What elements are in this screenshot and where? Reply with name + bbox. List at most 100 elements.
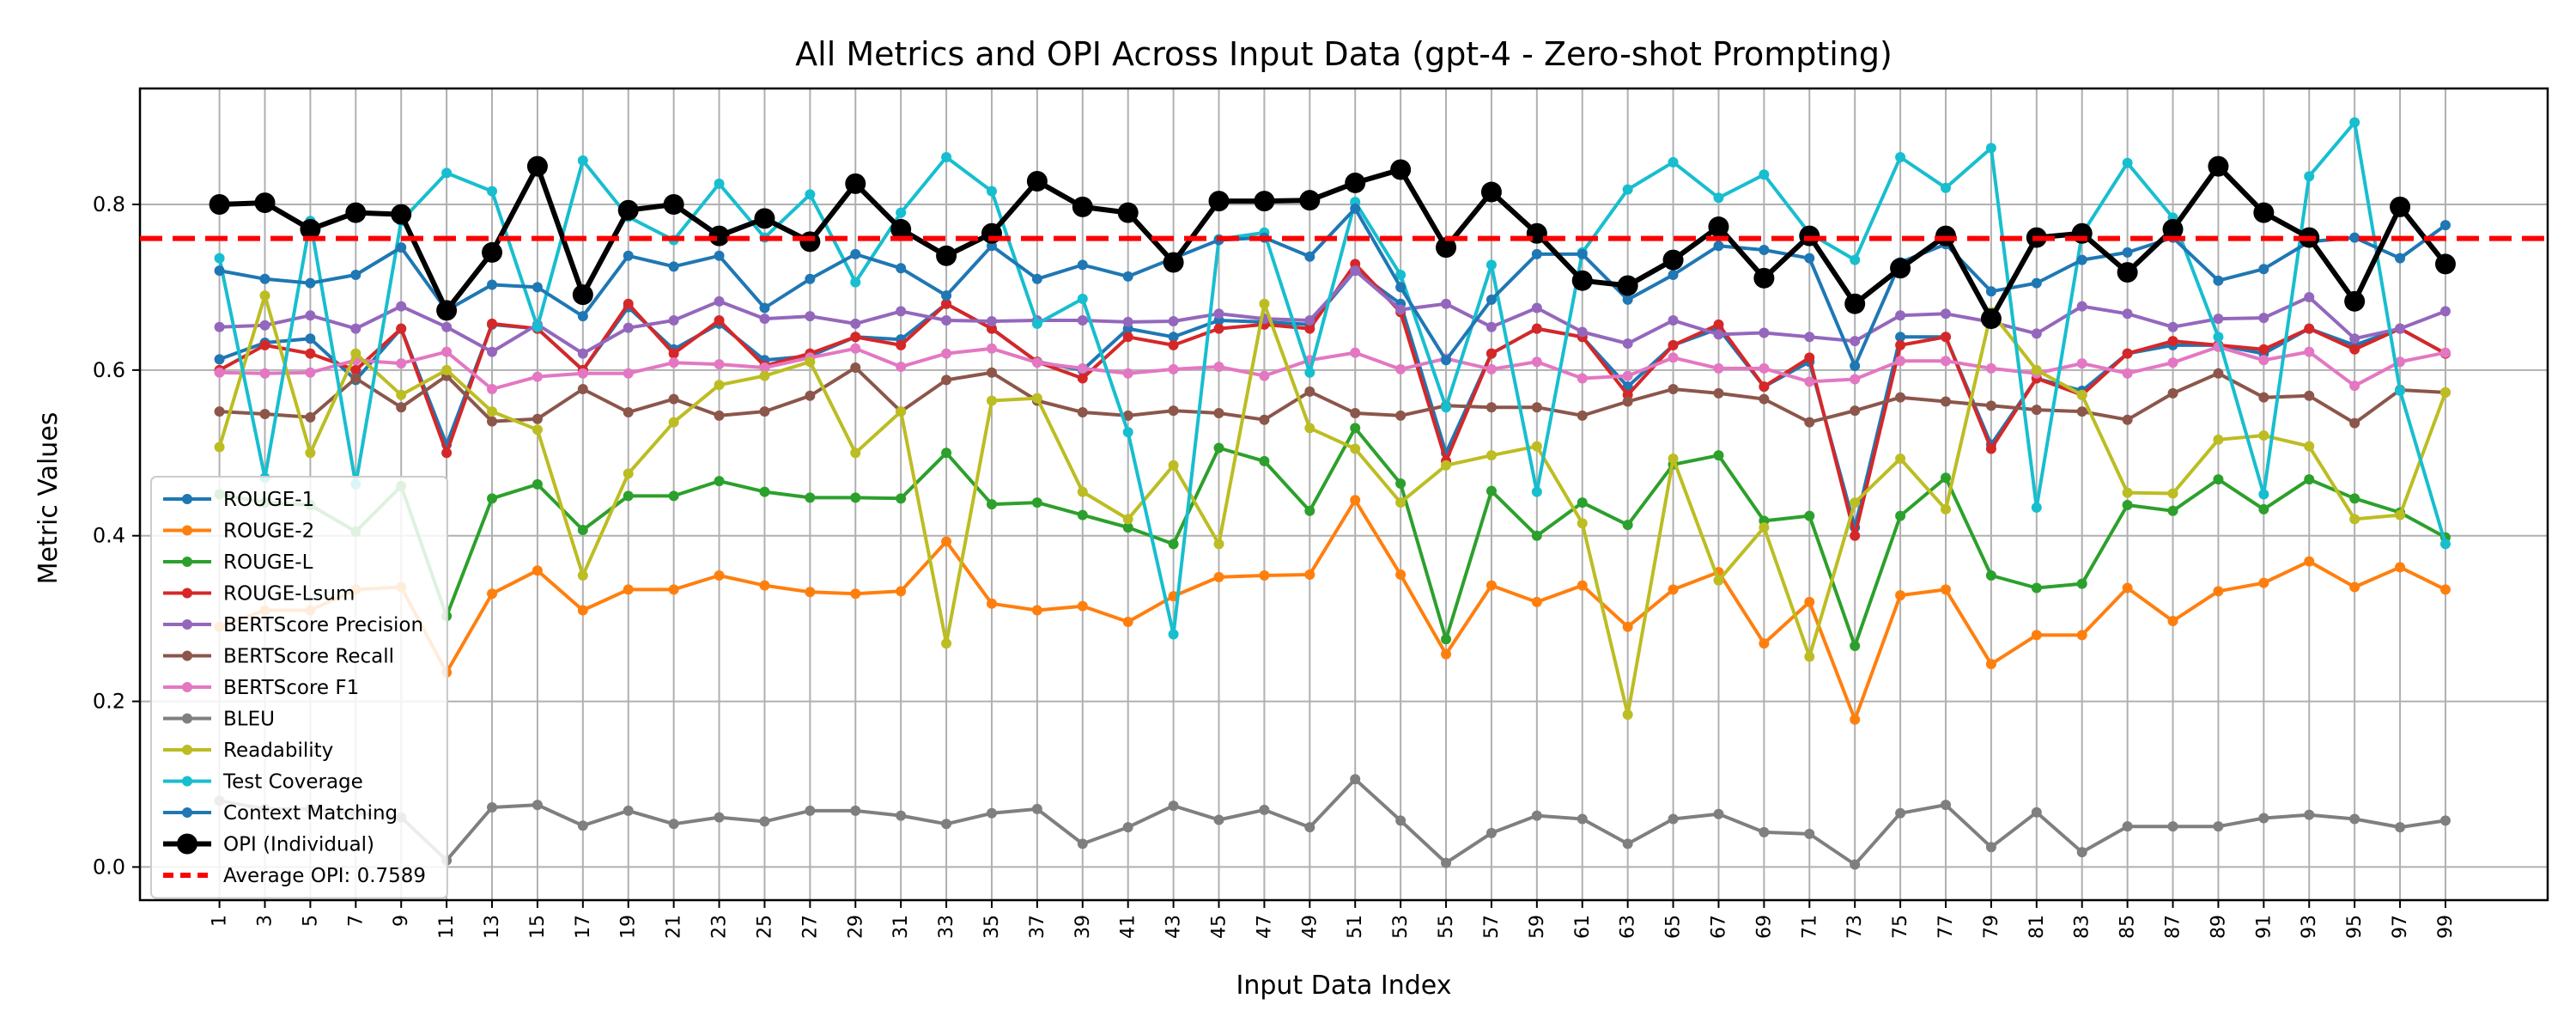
data-point-bleu bbox=[1213, 814, 1224, 825]
data-point-rouge-lsum bbox=[1668, 339, 1679, 350]
data-point-bertscore-precision bbox=[2031, 328, 2042, 339]
data-point-rouge-l bbox=[532, 478, 543, 490]
series-line-rouge-l bbox=[219, 426, 2446, 648]
data-point-readability bbox=[214, 441, 225, 453]
data-point-readability bbox=[259, 290, 270, 301]
data-point-rouge-l bbox=[487, 493, 498, 504]
data-point-readability bbox=[941, 638, 952, 649]
data-point-rouge-2 bbox=[1304, 569, 1315, 581]
data-point-context-matching bbox=[1713, 240, 1724, 252]
data-point-readability bbox=[805, 356, 816, 368]
data-point-bertscore-precision bbox=[1168, 315, 1179, 326]
x-tick-label: 69 bbox=[1753, 915, 1775, 939]
data-point-readability bbox=[1713, 575, 1724, 586]
data-point-bertscore-recall bbox=[259, 408, 270, 419]
data-point-rouge-2 bbox=[714, 570, 725, 581]
data-point-opi-individual bbox=[482, 241, 503, 263]
data-point-test-coverage bbox=[441, 167, 453, 179]
data-point-bleu bbox=[1031, 803, 1042, 814]
data-point-bertscore-f1 bbox=[2439, 347, 2451, 358]
data-point-bleu bbox=[2122, 821, 2133, 832]
data-point-readability bbox=[2258, 430, 2269, 441]
data-point-readability bbox=[986, 395, 997, 406]
data-point-bleu bbox=[1259, 804, 1270, 815]
data-point-context-matching bbox=[941, 290, 952, 301]
legend-item: BERTScore F1 bbox=[163, 677, 359, 699]
data-point-bleu bbox=[1304, 822, 1315, 833]
data-point-test-coverage bbox=[2439, 539, 2451, 550]
data-point-rouge-l bbox=[577, 524, 588, 535]
data-point-rouge-2 bbox=[1122, 617, 1133, 627]
data-point-bertscore-recall bbox=[805, 390, 816, 401]
data-point-bleu bbox=[1441, 857, 1452, 868]
x-tick-label: 55 bbox=[1436, 915, 1457, 939]
data-point-rouge-l bbox=[1259, 455, 1270, 466]
series-line-bleu bbox=[219, 777, 2446, 867]
data-point-rouge-l bbox=[2031, 582, 2042, 594]
data-point-test-coverage bbox=[1168, 629, 1179, 640]
data-point-test-coverage bbox=[1850, 254, 1861, 265]
data-point-context-matching bbox=[2349, 232, 2360, 243]
legend-marker bbox=[182, 682, 192, 692]
data-point-opi-individual bbox=[391, 204, 412, 225]
data-point-opi-individual bbox=[2390, 196, 2411, 217]
data-point-test-coverage bbox=[1441, 402, 1452, 413]
data-point-rouge-lsum bbox=[1213, 323, 1224, 334]
series-line-bertscore-f1 bbox=[219, 344, 2446, 391]
data-point-test-coverage bbox=[2304, 171, 2315, 182]
data-point-context-matching bbox=[1304, 251, 1315, 262]
data-point-rouge-lsum bbox=[1168, 339, 1179, 350]
data-point-test-coverage bbox=[1895, 152, 1906, 163]
data-point-rouge-2 bbox=[2349, 581, 2360, 593]
data-point-context-matching bbox=[805, 273, 816, 284]
data-point-readability bbox=[1122, 514, 1133, 525]
data-point-bertscore-precision bbox=[396, 301, 407, 312]
x-tick-label: 35 bbox=[981, 915, 1003, 939]
data-point-bleu bbox=[896, 810, 907, 821]
data-point-opi-individual bbox=[1208, 191, 1230, 212]
data-point-bertscore-recall bbox=[305, 411, 316, 423]
axes: 1 3 5 7 9 11 13 15 17 19 21 23 25 27 29 31 33 35 37 39 41 43 4… bbox=[93, 87, 2549, 939]
data-point-rouge-l bbox=[2167, 505, 2178, 516]
legend-marker bbox=[177, 833, 197, 855]
data-point-bleu bbox=[2395, 822, 2406, 833]
data-point-context-matching bbox=[214, 265, 225, 277]
data-point-bertscore-precision bbox=[759, 314, 770, 325]
x-tick-label: 51 bbox=[1345, 915, 1366, 939]
data-point-rouge-lsum bbox=[1985, 443, 1996, 454]
data-point-bertscore-precision bbox=[2076, 301, 2087, 312]
data-point-test-coverage bbox=[1304, 367, 1315, 378]
data-point-bertscore-recall bbox=[1168, 405, 1179, 417]
data-point-readability bbox=[1577, 518, 1588, 529]
data-point-readability bbox=[2349, 514, 2360, 525]
data-point-rouge-2 bbox=[1485, 580, 1497, 591]
data-point-rouge-lsum bbox=[350, 364, 361, 375]
data-point-bertscore-f1 bbox=[2258, 355, 2269, 366]
data-point-bertscore-recall bbox=[2122, 414, 2133, 425]
data-point-rouge-l bbox=[1395, 478, 1406, 489]
data-point-rouge-lsum bbox=[1485, 348, 1497, 359]
data-point-bertscore-precision bbox=[1804, 332, 1815, 343]
data-point-bertscore-precision bbox=[1485, 321, 1497, 332]
data-point-opi-individual bbox=[436, 300, 458, 321]
data-point-bertscore-f1 bbox=[2395, 356, 2406, 368]
data-point-bleu bbox=[1395, 815, 1406, 826]
data-point-bleu bbox=[2258, 813, 2269, 824]
data-point-bertscore-f1 bbox=[1895, 356, 1906, 367]
data-point-context-matching bbox=[1441, 355, 1452, 366]
data-point-bertscore-recall bbox=[214, 406, 225, 417]
data-point-rouge-2 bbox=[2076, 630, 2087, 641]
data-point-bleu bbox=[1122, 822, 1133, 833]
data-point-readability bbox=[1168, 460, 1179, 471]
data-point-test-coverage bbox=[2258, 489, 2269, 500]
data-point-bertscore-f1 bbox=[1531, 356, 1542, 368]
data-point-bertscore-recall bbox=[759, 406, 770, 417]
data-point-readability bbox=[1077, 486, 1088, 497]
data-point-context-matching bbox=[2031, 277, 2042, 289]
data-point-bertscore-precision bbox=[1122, 316, 1133, 327]
data-point-bertscore-f1 bbox=[2304, 346, 2315, 357]
data-point-readability bbox=[759, 370, 770, 381]
x-tick-label: 15 bbox=[527, 915, 549, 939]
data-point-bleu bbox=[623, 805, 634, 816]
